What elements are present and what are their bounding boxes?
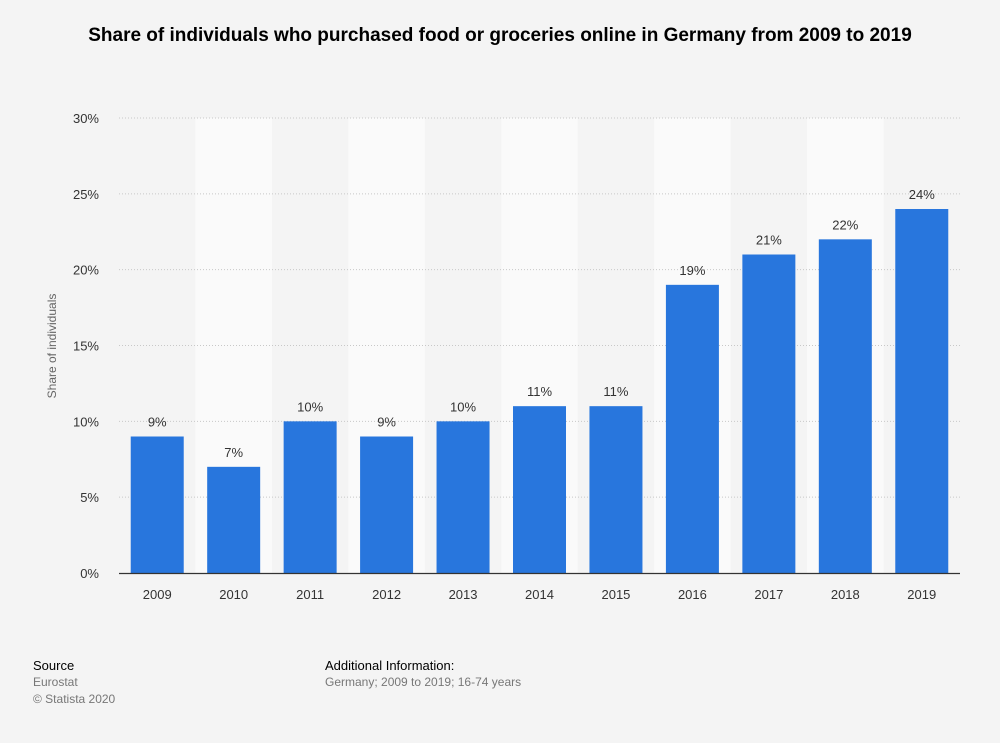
source-name: Eurostat [33,675,78,689]
data-label: 11% [527,384,552,399]
x-tick-label: 2017 [754,587,783,602]
bar [207,466,261,573]
y-tick-label: 10% [73,414,99,429]
bar [283,421,337,573]
data-label: 10% [450,399,476,414]
bar [589,406,643,573]
bar [513,406,566,573]
x-tick-label: 2016 [678,587,707,602]
x-tick-label: 2019 [907,587,936,602]
bar [818,239,872,574]
y-tick-label: 5% [80,490,99,505]
additional-info-heading: Additional Information: [325,658,455,673]
copyright-text: © Statista 2020 [33,692,116,706]
bar [130,436,184,573]
x-tick-label: 2014 [525,587,554,602]
data-label: 11% [603,384,628,399]
y-tick-label: 15% [73,339,99,354]
x-tick-label: 2013 [449,587,478,602]
additional-info-block: Additional Information: Germany; 2009 to… [325,657,521,691]
chart-title: Share of individuals who purchased food … [88,25,912,46]
y-tick-label: 20% [73,263,99,278]
data-label: 10% [297,399,323,414]
data-label: 21% [756,233,782,248]
x-tick-label: 2011 [296,587,324,602]
data-label: 22% [832,217,858,232]
data-label: 19% [679,263,705,278]
bar [665,284,719,573]
source-block: Source Eurostat © Statista 2020 [33,657,115,708]
additional-info-text: Germany; 2009 to 2019; 16-74 years [325,675,522,689]
source-heading: Source [33,658,75,673]
bar [360,436,414,573]
x-tick-label: 2012 [372,587,401,602]
data-label: 7% [224,445,243,460]
bar [436,421,490,573]
bar [742,254,796,573]
data-label: 24% [909,187,935,202]
x-tick-label: 2015 [601,587,630,602]
y-tick-label: 25% [73,187,99,202]
y-tick-label: 30% [73,111,99,126]
data-label: 9% [148,415,167,430]
y-tick-label: 0% [80,566,99,581]
x-tick-label: 2010 [219,587,248,602]
x-tick-label: 2018 [831,587,860,602]
bar-chart: 0% 5% 10% 15% 20% 25% 30% Share of individuals 9… [45,111,960,602]
bar [895,209,949,573]
x-tick-label: 2009 [143,587,172,602]
data-label: 9% [377,415,396,430]
y-axis-label: Share of individuals [45,294,59,399]
